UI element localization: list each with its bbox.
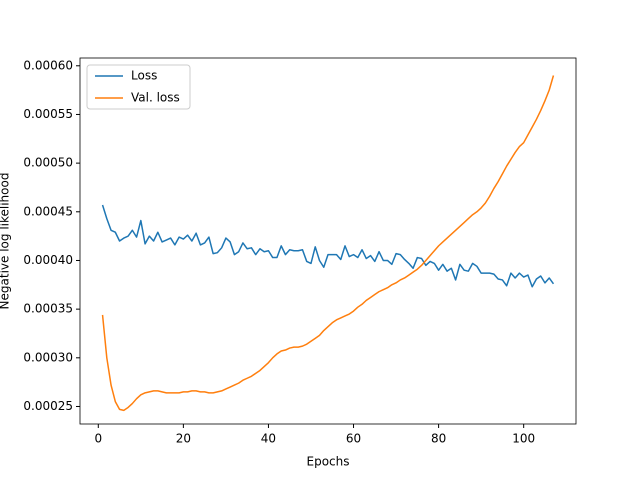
x-tick-label: 60 xyxy=(346,432,361,446)
plot-frame xyxy=(79,57,577,425)
data-line xyxy=(101,75,555,412)
x-tick-label: 0 xyxy=(94,432,102,446)
legend-label: Val. loss xyxy=(131,91,180,105)
y-tick-label: 0.00045 xyxy=(23,204,73,218)
x-tick-label: 40 xyxy=(261,432,276,446)
y-tick-label: 0.00025 xyxy=(23,399,73,413)
x-tick-label: 80 xyxy=(431,432,446,446)
data-line xyxy=(101,204,555,288)
y-tick-label: 0.00055 xyxy=(23,107,73,121)
legend-label: Loss xyxy=(131,69,157,83)
y-tick-label: 0.00030 xyxy=(23,350,73,364)
x-tick-label: 20 xyxy=(176,432,191,446)
y-tick-label: 0.00060 xyxy=(23,58,73,72)
y-tick-label: 0.00050 xyxy=(23,156,73,170)
x-axis-label: Epochs xyxy=(307,455,350,469)
x-tick-label: 100 xyxy=(512,432,535,446)
y-tick-label: 0.00035 xyxy=(23,302,73,316)
y-tick-label: 0.00040 xyxy=(23,253,73,267)
y-axis-label: Negative log likelihood xyxy=(0,173,12,310)
